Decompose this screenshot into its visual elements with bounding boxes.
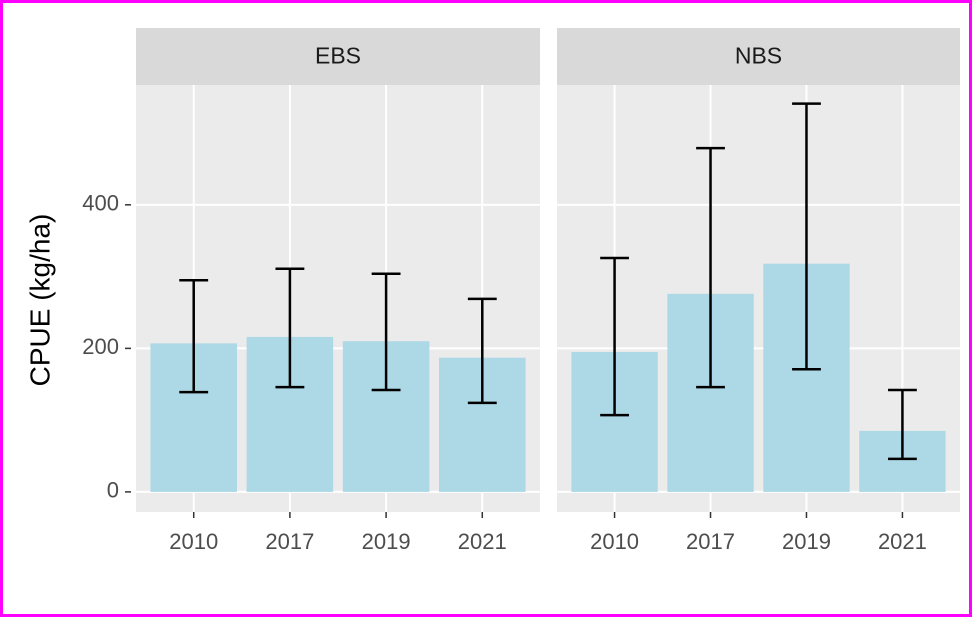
strip-label: EBS	[315, 43, 361, 69]
y-axis-title: CPUE (kg/ha)	[24, 214, 55, 387]
error-bar	[467, 297, 497, 405]
x-tick-label: 2021	[878, 529, 927, 554]
strip	[136, 28, 540, 85]
x-tick-label: 2019	[782, 529, 831, 554]
x-tick-label: 2010	[590, 529, 639, 554]
y-tick-label: 0	[107, 478, 119, 503]
y-tick-label: 400	[82, 191, 119, 216]
x-tick-label: 2021	[458, 529, 507, 554]
y-tick-label: 200	[82, 334, 119, 359]
error-bar	[696, 146, 725, 389]
x-tick-label: 2019	[362, 529, 411, 554]
x-tick-label: 2017	[686, 529, 735, 554]
error-bar	[888, 388, 917, 461]
strip-label: NBS	[735, 43, 782, 69]
error-bar	[600, 256, 629, 417]
error-bar	[792, 102, 821, 371]
error-bar	[371, 272, 401, 392]
error-bar	[179, 278, 209, 394]
error-bar	[275, 267, 305, 389]
strip	[557, 28, 960, 85]
x-tick-label: 2017	[265, 529, 314, 554]
x-tick-label: 2010	[169, 529, 218, 554]
